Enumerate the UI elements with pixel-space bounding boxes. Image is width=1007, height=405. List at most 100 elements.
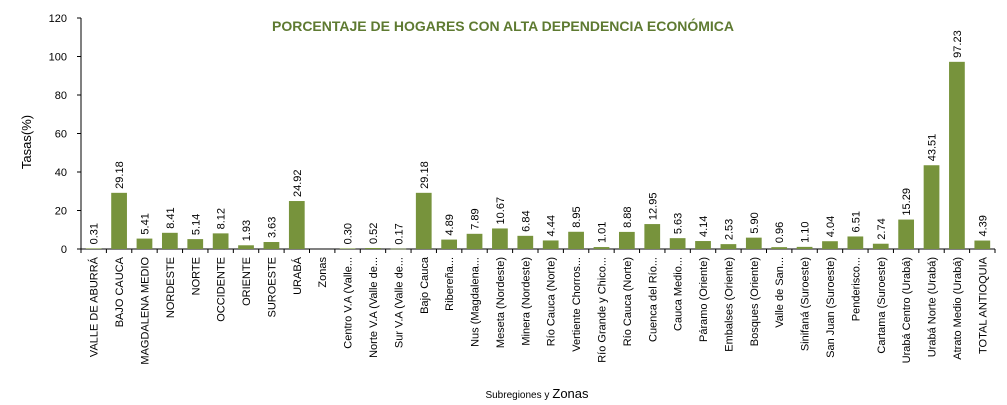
y-tick-label: 100 — [49, 52, 67, 64]
data-label: 0.17 — [393, 223, 405, 244]
y-tick-label: 40 — [55, 167, 67, 179]
category-label: Sur V.A (Valle de... — [393, 257, 405, 348]
category-label: MAGDALENA MEDIO — [139, 257, 151, 365]
data-label: 1.10 — [800, 221, 812, 242]
bar — [771, 247, 788, 249]
bar — [898, 219, 915, 249]
data-label: 8.88 — [622, 206, 634, 227]
category-label: Penderisco... — [850, 257, 862, 321]
data-label: 4.39 — [977, 215, 989, 236]
category-label: Río Cauca (Norte) — [546, 257, 558, 346]
bar — [542, 240, 559, 249]
data-label: 4.44 — [546, 215, 558, 236]
y-axis-label: Tasas(%) — [19, 115, 34, 169]
bar — [187, 239, 204, 249]
data-label: 2.53 — [723, 219, 735, 240]
data-label: 29.18 — [419, 161, 431, 189]
data-labels: 0.31 29.18 5.41 8.41 5.14 8.12 1.93 3.63 24.92 0.… — [89, 30, 990, 244]
bar — [288, 201, 305, 249]
data-label: 5.14 — [190, 214, 202, 235]
y-ticks: 0 20 40 60 80 100 120 — [49, 13, 996, 256]
bar — [85, 248, 102, 250]
data-label: 0.52 — [368, 223, 380, 244]
y-tick-label: 0 — [61, 244, 67, 256]
category-label: Bajo Cauca — [419, 256, 431, 314]
bar — [644, 224, 661, 249]
data-label: 10.67 — [495, 197, 507, 225]
bar — [618, 231, 635, 249]
bar — [593, 247, 610, 249]
data-label: 8.41 — [165, 207, 177, 228]
category-label: ORIENTE — [241, 257, 253, 306]
category-label: Minera (Nordeste) — [520, 257, 532, 346]
x-axis-label: Subregiones y Zonas — [485, 386, 589, 401]
category-label: Atrato Medio (Urabá) — [952, 257, 964, 360]
y-tick-label: 80 — [55, 90, 67, 102]
bar — [796, 246, 813, 249]
data-label: 5.63 — [673, 213, 685, 234]
bar — [669, 238, 686, 249]
bar — [949, 61, 965, 250]
bar — [466, 233, 483, 249]
category-label: TOTAL ANTIOQUIA — [977, 256, 989, 354]
bar — [695, 241, 711, 249]
y-tick-label: 60 — [55, 129, 67, 141]
category-label: Embalses (Oriente) — [723, 257, 735, 352]
category-label: BAJO CAUCA — [114, 256, 126, 327]
bar — [923, 165, 940, 249]
data-label: 8.95 — [571, 206, 583, 227]
data-label: 4.04 — [825, 216, 837, 237]
category-label: Río Grande y Chico... — [596, 257, 608, 363]
category-label: San Juan (Suroeste) — [825, 257, 837, 358]
bar — [974, 240, 991, 249]
category-label: Río Cauca (Norte) — [622, 257, 634, 346]
data-label: 2.74 — [876, 218, 888, 239]
category-label: Cuenca del Río... — [647, 257, 659, 342]
y-tick-label: 120 — [49, 13, 67, 25]
category-label: Sinifaná (Suroeste) — [800, 257, 812, 351]
data-label: 29.18 — [114, 161, 126, 189]
bar — [441, 239, 458, 249]
category-label: URABÁ — [291, 256, 304, 295]
category-label: Zonas — [317, 257, 329, 288]
bar — [339, 248, 356, 250]
x-axis-label-part2: Zonas — [552, 386, 589, 401]
bar — [568, 231, 584, 249]
x-axis-label-part1: Subregiones y — [485, 390, 549, 401]
category-label: Cauca Medio... — [673, 257, 685, 331]
bar — [161, 232, 178, 249]
data-label: 97.23 — [952, 30, 964, 58]
category-labels: VALLE DE ABURRÁ BAJO CAUCA MAGDALENA MEDIO… — [88, 256, 990, 364]
category-label: Ribereña... — [444, 257, 456, 311]
chart-title: PORCENTAJE DE HOGARES CON ALTA DEPENDENC… — [272, 17, 734, 34]
bar — [238, 245, 254, 249]
category-label: SUROESTE — [266, 257, 278, 318]
category-label: Bosques (Oriente) — [749, 257, 761, 346]
bar — [365, 247, 381, 249]
category-label: NORDESTE — [165, 257, 177, 318]
category-label: Centro V.A (Valle... — [343, 257, 355, 349]
bar — [212, 233, 229, 249]
data-label: 6.51 — [850, 211, 862, 232]
bar — [822, 241, 838, 249]
bar — [847, 236, 864, 249]
bar — [390, 248, 407, 250]
category-label: Norte V.A (Valle de... — [368, 257, 380, 358]
category-label: Nus (Magdalena... — [470, 257, 482, 347]
category-label: NORTE — [190, 257, 202, 295]
bar — [136, 238, 153, 249]
bar — [720, 244, 737, 249]
data-label: 5.90 — [749, 212, 761, 233]
category-label: OCCIDENTE — [216, 257, 228, 322]
category-label: Páramo (Oriente) — [698, 257, 710, 342]
bar — [492, 228, 508, 249]
category-label: Meseta (Nordeste) — [495, 257, 507, 348]
bar — [111, 192, 127, 249]
data-label: 0.30 — [343, 223, 355, 244]
category-label: Valle de San... — [774, 257, 786, 328]
data-label: 12.95 — [647, 193, 659, 221]
bar — [872, 243, 889, 249]
category-label: Vertiente Chorros... — [571, 257, 583, 352]
data-label: 1.01 — [596, 222, 608, 243]
